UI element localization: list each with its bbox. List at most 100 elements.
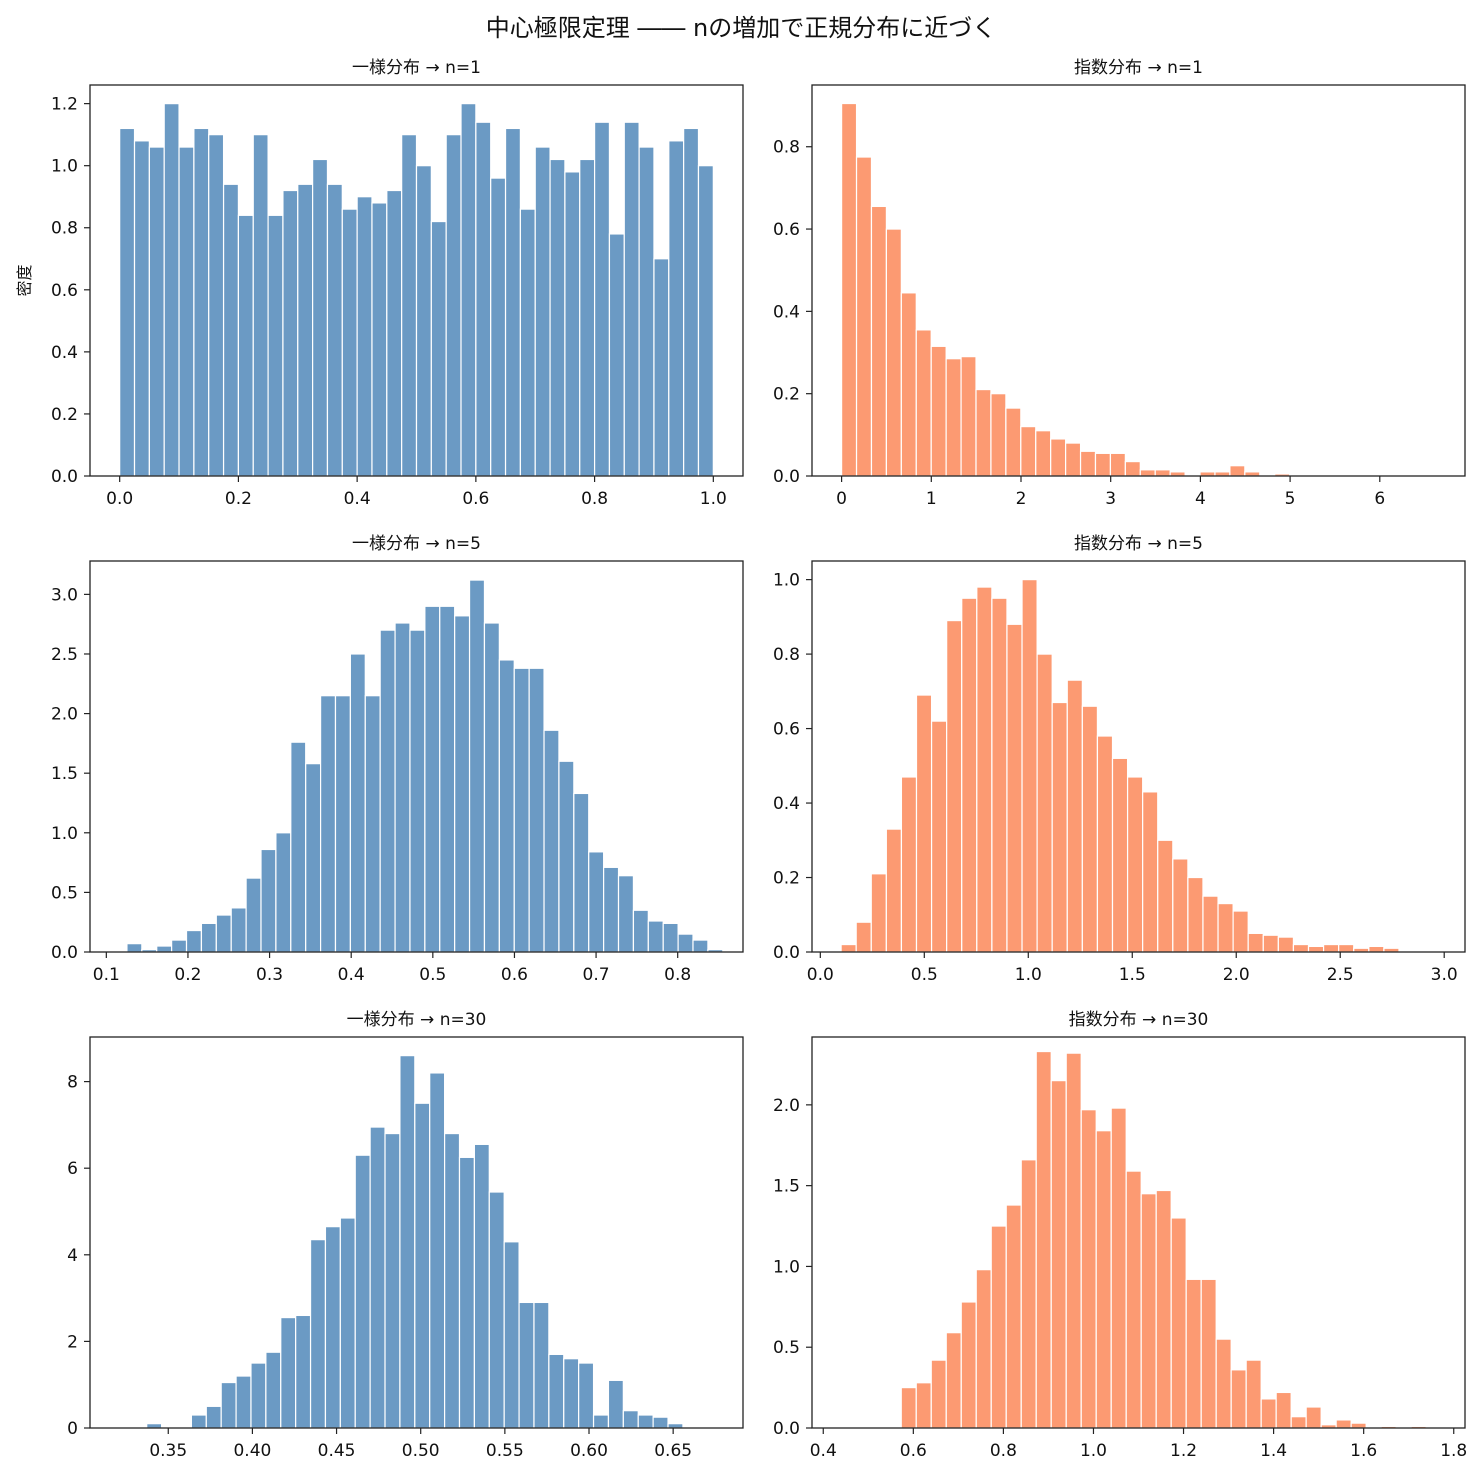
histogram-bar [592,1414,610,1429]
x-tick-label: 0.7 [583,965,610,985]
subplot-5: 0.35 0.40 0.45 0.50 0.55 0.60 0.65 0 2 4 6 8 一様分布 → … [67,1010,744,1461]
subplot-title: 一様分布 → n=5 [352,534,481,554]
y-tick-label: 4 [67,1246,78,1266]
y-tick-label: 0.6 [773,220,800,240]
histogram-bar [930,345,947,477]
histogram-bar [1094,452,1112,477]
histogram-bar [356,196,373,477]
histogram-bar [1290,1416,1307,1429]
x-tick-label: 0.40 [233,1441,271,1461]
histogram-bar [1111,757,1129,953]
y-tick-label: 0 [67,1419,78,1439]
x-tick-label: 0.6 [462,489,489,509]
histogram-bar [900,776,918,953]
histogram-bar [290,741,307,953]
histogram-bars [119,103,714,477]
histogram-bar [297,183,314,477]
x-tick-label: 0.4 [344,489,371,509]
y-tick-label: 0.6 [51,281,78,301]
subplot-4: 0.0 0.5 1.0 1.5 2.0 2.5 3.0 0.0 0.2 0.4 0.6 0.8 1.0 指… [773,534,1466,985]
histogram-bar [975,388,992,477]
histogram-bar [588,851,605,953]
histogram-bar [1307,945,1325,953]
histogram-bar [312,158,329,477]
histogram-bar [215,914,232,953]
histogram-bar [513,667,530,953]
histogram-bar [504,127,521,477]
histogram-bar [305,763,322,953]
x-tick-label: 0.45 [318,1441,356,1461]
histogram-bar [309,1239,327,1429]
histogram-bar [1230,1369,1247,1429]
histogram-bar [603,866,620,953]
histogram-bar [683,127,700,477]
histogram-bar [156,945,173,953]
histogram-bar [1050,1080,1067,1429]
histogram-bar [324,1226,341,1429]
histogram-bar [439,605,456,953]
axes-frame [811,1036,1466,1429]
histogram-bar [1021,579,1038,953]
x-tick-label: 0.3 [256,965,283,985]
histogram-bar [267,214,284,477]
y-tick-label: 2.0 [773,1096,800,1116]
histogram-bar [371,202,388,477]
histogram-bar [1172,858,1189,953]
histogram-bar [1126,776,1144,953]
x-tick-label: 1.2 [1170,1441,1197,1461]
histogram-bar [1050,438,1067,477]
histogram-bar [460,103,477,477]
histogram-bar [855,156,873,477]
histogram-bar [178,146,195,477]
x-tick-label: 0 [836,489,847,509]
y-tick-label: 0.0 [773,943,800,963]
histogram-bar [1081,705,1099,953]
histogram-bar [528,667,545,953]
histogram-bar [252,134,269,477]
axes-frame [89,84,744,477]
x-tick-label: 0.1 [93,965,120,985]
x-tick-label: 2.0 [1223,965,1250,985]
histogram-bar [1200,1278,1217,1429]
y-tick-label: 0.0 [51,467,78,487]
x-tick-label: 0.6 [501,965,528,985]
histogram-bar [677,933,694,953]
histogram-bar [364,695,381,953]
histogram-bar [430,220,447,477]
histogram-bar [119,127,136,477]
y-tick-label: 0.4 [773,794,800,814]
histogram-bar [900,1387,917,1429]
x-tick-label: 0.0 [106,489,133,509]
y-tick-label: 0.8 [773,138,800,158]
histogram-bar [1140,1193,1157,1429]
histogram-bar [1142,791,1159,953]
histogram-bar [1065,442,1082,477]
histogram-bar [414,1102,431,1429]
histogram-bar [1247,932,1264,953]
histogram-bar [533,1301,550,1429]
x-tick-label: 0.8 [990,1441,1017,1461]
histogram-bar [960,1301,977,1429]
histogram-bar [579,158,596,477]
y-tick-label: 2.0 [51,705,78,725]
histogram-bar [652,1416,669,1429]
x-tick-label: 4 [1195,489,1206,509]
histogram-bar [483,622,500,953]
x-tick-label: 3.0 [1431,965,1458,985]
histogram-bar [1260,1398,1277,1429]
y-tick-label: 0.0 [773,1419,800,1439]
histogram-bar [490,177,507,477]
histogram-bar [1035,430,1052,477]
histogram-bar [990,393,1007,477]
histogram-bar [1215,1338,1232,1429]
y-tick-label: 0.8 [773,645,800,665]
histogram-bar [548,1353,565,1429]
histogram-bar [930,1359,947,1429]
histogram-bar [1275,1391,1292,1429]
y-tick-label: 0.4 [51,343,78,363]
histogram-bar [339,1217,356,1429]
histogram-bar [349,653,366,953]
histogram-bar [1006,623,1023,953]
histogram-bar [282,189,299,477]
x-tick-label: 0.0 [807,965,834,985]
